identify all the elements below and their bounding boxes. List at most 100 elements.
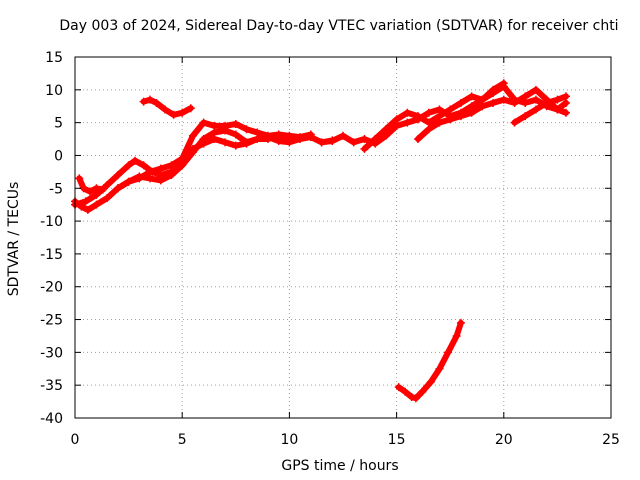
data-point — [221, 121, 230, 130]
series-track-g — [360, 79, 508, 153]
data-point — [339, 131, 347, 140]
data-point — [210, 135, 219, 144]
data-point — [98, 185, 107, 194]
y-tick-label: -40 — [40, 411, 63, 427]
data-point — [435, 364, 444, 373]
x-tick-label: 10 — [280, 432, 298, 448]
data-point — [75, 174, 84, 183]
data-point — [381, 125, 390, 134]
y-tick-label: -5 — [49, 181, 63, 197]
data-point — [92, 184, 101, 193]
data-point — [521, 92, 530, 101]
data-point — [210, 121, 219, 130]
data-point — [92, 200, 101, 209]
data-point — [401, 387, 410, 396]
data-point — [81, 197, 90, 206]
series-track-i — [510, 92, 570, 127]
data-point — [553, 105, 562, 114]
data-point — [435, 118, 444, 127]
data-point — [296, 133, 305, 142]
y-tick-label: 15 — [45, 50, 63, 66]
data-point — [467, 108, 476, 117]
data-point — [178, 108, 187, 117]
data-point — [285, 131, 294, 140]
data-point — [444, 348, 453, 357]
series-track-c — [113, 118, 315, 193]
x-tick-label: 25 — [602, 432, 620, 448]
data-point — [317, 138, 326, 147]
data-point — [403, 108, 412, 117]
data-point — [103, 180, 112, 189]
data-point — [135, 174, 144, 183]
y-tick-label: -20 — [40, 280, 63, 296]
x-tick-label: 0 — [71, 432, 80, 448]
y-tick-label: 5 — [54, 116, 63, 132]
data-point — [156, 164, 165, 173]
x-tick-label: 5 — [178, 432, 187, 448]
y-tick-label: 0 — [54, 148, 63, 164]
y-tick-label: -10 — [40, 214, 63, 230]
y-tick-label: -25 — [40, 313, 63, 329]
data-point — [199, 139, 208, 148]
data-point — [426, 377, 435, 386]
data-point — [83, 205, 92, 214]
data-point — [403, 118, 412, 127]
data-point — [456, 318, 465, 327]
data-series — [71, 79, 570, 403]
data-point — [418, 387, 427, 396]
data-point — [146, 167, 155, 176]
data-point — [328, 137, 337, 146]
data-point — [221, 138, 230, 147]
data-point — [161, 105, 170, 114]
data-point — [452, 331, 461, 340]
data-point — [414, 135, 423, 144]
data-point — [414, 112, 423, 121]
y-tick-label: 10 — [45, 83, 63, 99]
data-point — [188, 131, 197, 140]
data-point — [360, 135, 369, 144]
plot-frame — [74, 56, 612, 419]
data-point — [424, 108, 433, 117]
data-point — [394, 383, 403, 392]
x-tick-label: 20 — [495, 432, 513, 448]
data-point — [446, 105, 455, 114]
data-point — [274, 130, 283, 139]
data-point — [306, 130, 315, 139]
data-point — [242, 125, 251, 134]
data-point — [231, 119, 240, 128]
data-point — [231, 130, 240, 139]
data-point — [371, 135, 380, 144]
series-track-j — [394, 318, 465, 403]
data-point — [152, 98, 161, 107]
data-point — [167, 161, 176, 170]
data-point — [510, 98, 519, 107]
data-point — [424, 125, 433, 134]
data-point — [456, 98, 465, 107]
data-point — [349, 138, 358, 147]
data-point — [113, 171, 122, 180]
series-track-h — [414, 85, 570, 144]
data-point — [478, 102, 487, 111]
data-point — [253, 128, 262, 137]
data-point — [499, 79, 508, 88]
data-point — [446, 115, 455, 124]
data-point — [392, 115, 401, 124]
series-line — [395, 319, 464, 402]
data-point — [242, 139, 251, 148]
data-point — [263, 131, 272, 140]
data-point — [561, 92, 570, 101]
data-point — [561, 108, 570, 117]
data-point — [489, 85, 498, 94]
data-point — [360, 144, 369, 153]
chart-title: Day 003 of 2024, Sidereal Day-to-day VTE… — [59, 18, 618, 34]
data-point — [139, 97, 148, 106]
data-point — [411, 394, 420, 403]
series-track-d — [75, 174, 107, 196]
data-point — [467, 92, 476, 101]
data-point — [553, 95, 562, 104]
data-point — [456, 112, 465, 121]
data-point — [186, 104, 195, 113]
data-point — [499, 95, 508, 104]
data-point — [407, 392, 416, 401]
